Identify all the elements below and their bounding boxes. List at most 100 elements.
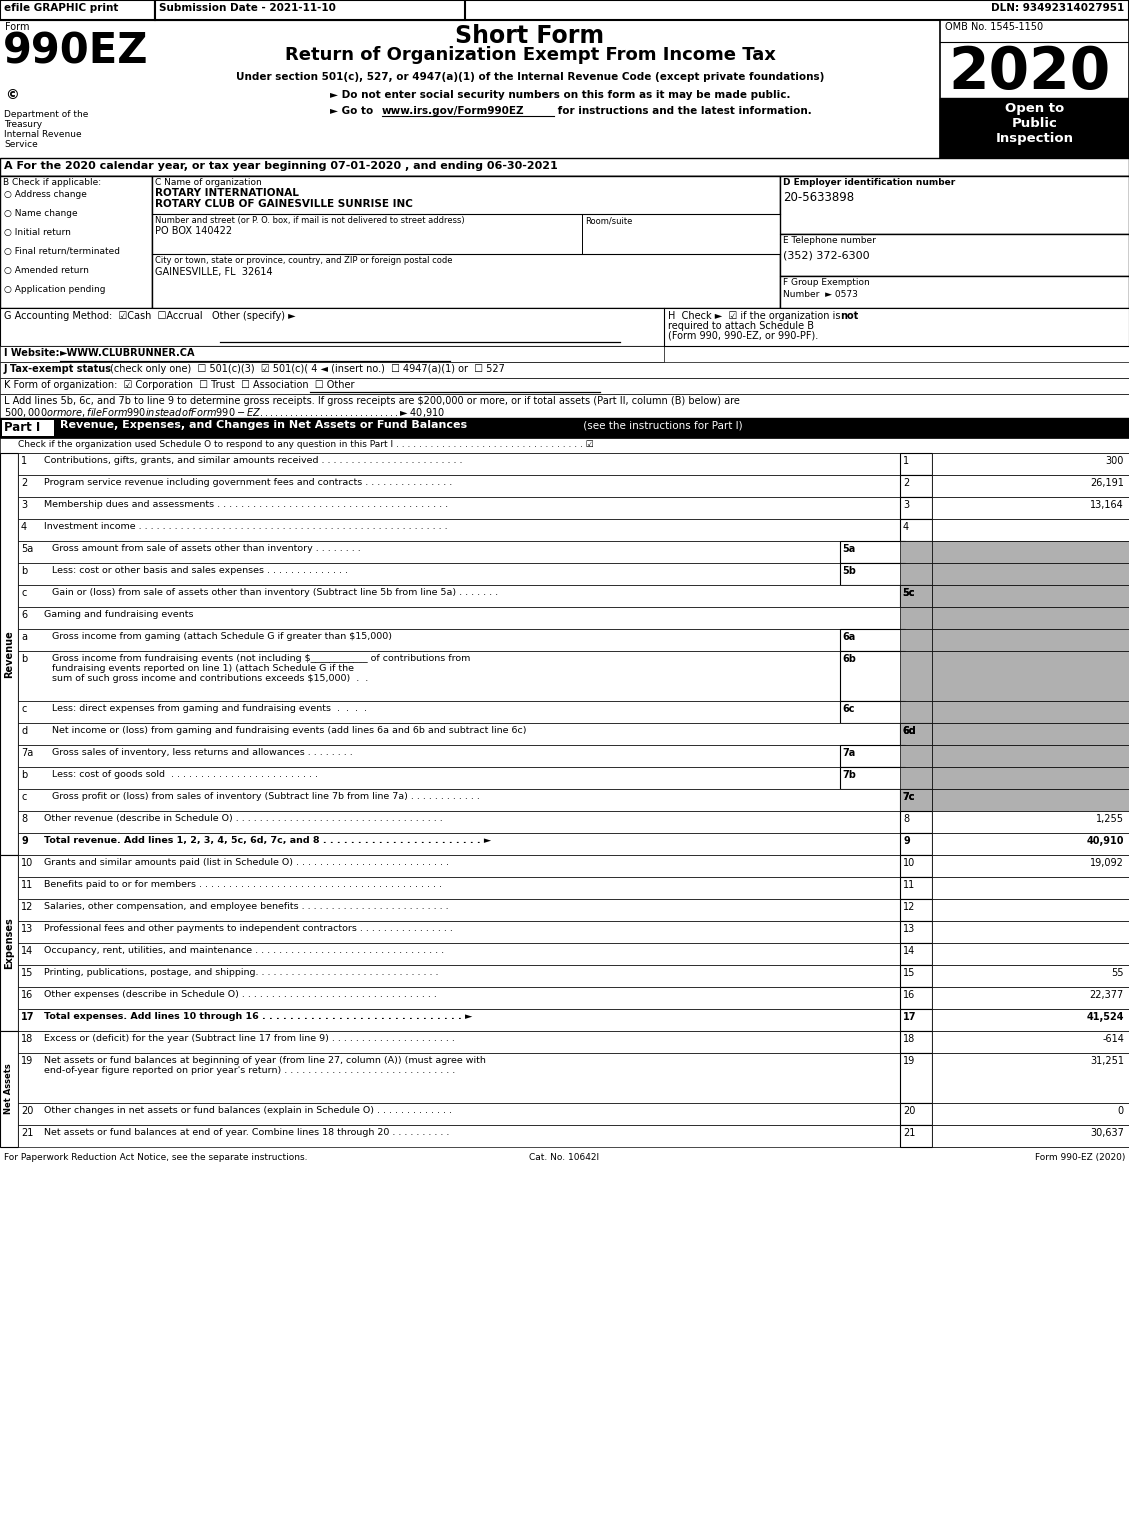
Text: Department of the: Department of the — [5, 110, 88, 119]
Bar — [900, 563, 933, 586]
Text: 21: 21 — [903, 1128, 916, 1138]
Text: Form: Form — [5, 21, 29, 32]
Text: c: c — [21, 791, 26, 802]
Bar — [940, 20, 1129, 159]
Text: G Accounting Method:  ☑Cash  ☐Accrual   Other (specify) ►: G Accounting Method: ☑Cash ☐Accrual Othe… — [5, 311, 296, 320]
Text: D Employer identification number: D Employer identification number — [784, 178, 955, 188]
Text: 19,092: 19,092 — [1091, 859, 1124, 868]
Bar — [780, 276, 1129, 308]
Text: 1,255: 1,255 — [1096, 814, 1124, 824]
Text: ○ Amended return: ○ Amended return — [5, 265, 89, 274]
Text: 7a: 7a — [21, 747, 33, 758]
Text: Occupancy, rent, utilities, and maintenance . . . . . . . . . . . . . . . . . . : Occupancy, rent, utilities, and maintena… — [44, 946, 444, 955]
Text: Benefits paid to or for members . . . . . . . . . . . . . . . . . . . . . . . . : Benefits paid to or for members . . . . … — [44, 880, 441, 889]
Text: 3: 3 — [21, 500, 27, 509]
Bar — [900, 1010, 933, 1031]
Bar — [18, 702, 1129, 723]
Bar — [18, 651, 1129, 702]
Text: Net income or (loss) from gaming and fundraising events (add lines 6a and 6b and: Net income or (loss) from gaming and fun… — [52, 726, 526, 735]
Text: ○ Application pending: ○ Application pending — [5, 285, 105, 294]
Bar — [583, 214, 780, 255]
Bar — [933, 723, 1129, 746]
Text: 41,524: 41,524 — [1086, 1013, 1124, 1022]
Bar — [18, 1052, 1129, 1103]
Text: b: b — [21, 770, 27, 779]
Bar — [900, 497, 933, 518]
Bar — [0, 393, 1129, 418]
Text: 20: 20 — [21, 1106, 34, 1116]
Bar — [900, 856, 933, 877]
Bar — [0, 0, 1129, 20]
Bar — [18, 987, 1129, 1010]
Bar — [18, 965, 1129, 987]
Bar — [933, 607, 1129, 628]
Bar — [933, 788, 1129, 811]
Text: (check only one)  ☐ 501(c)(3)  ☑ 501(c)( 4 ◄ (insert no.)  ☐ 4947(a)(1) or  ☐ 52: (check only one) ☐ 501(c)(3) ☑ 501(c)( 4… — [110, 364, 505, 374]
Text: ○ Initial return: ○ Initial return — [5, 229, 71, 236]
Bar — [0, 438, 1129, 453]
Bar — [780, 233, 1129, 276]
Text: a: a — [21, 631, 27, 642]
Text: 12: 12 — [903, 901, 916, 912]
Text: Grants and similar amounts paid (list in Schedule O) . . . . . . . . . . . . . .: Grants and similar amounts paid (list in… — [44, 859, 449, 868]
Bar — [933, 586, 1129, 607]
Text: Gross income from fundraising events (not including $____________ of contributio: Gross income from fundraising events (no… — [52, 654, 471, 663]
Text: 7c: 7c — [902, 791, 914, 802]
Bar — [900, 628, 933, 651]
Text: 11: 11 — [21, 880, 33, 891]
Text: efile GRAPHIC print: efile GRAPHIC print — [5, 3, 119, 14]
Text: c: c — [21, 589, 26, 598]
Text: 10: 10 — [903, 859, 916, 868]
Text: 6c: 6c — [842, 705, 855, 714]
Bar — [900, 921, 933, 942]
Bar — [933, 651, 1129, 702]
Bar — [933, 767, 1129, 788]
Text: 14: 14 — [21, 946, 33, 956]
Bar — [0, 308, 1129, 346]
Text: Expenses: Expenses — [5, 917, 14, 968]
Bar — [933, 921, 1129, 942]
Text: J Tax-exempt status: J Tax-exempt status — [5, 364, 112, 374]
Bar — [840, 563, 905, 586]
Text: b: b — [21, 654, 27, 663]
Text: 12: 12 — [21, 901, 34, 912]
Text: Part I: Part I — [5, 421, 41, 435]
Text: 6d: 6d — [902, 726, 916, 737]
Bar — [18, 607, 1129, 628]
Text: Salaries, other compensation, and employee benefits . . . . . . . . . . . . . . : Salaries, other compensation, and employ… — [44, 901, 448, 910]
Text: Gross income from gaming (attach Schedule G if greater than $15,000): Gross income from gaming (attach Schedul… — [52, 631, 392, 640]
Bar — [18, 746, 1129, 767]
Text: DLN: 93492314027951: DLN: 93492314027951 — [991, 3, 1124, 14]
Text: I Website:: I Website: — [5, 348, 63, 358]
Text: 3: 3 — [903, 500, 909, 509]
Bar — [900, 900, 933, 921]
Text: sum of such gross income and contributions exceeds $15,000)  .  .: sum of such gross income and contributio… — [52, 674, 368, 683]
Bar — [900, 1125, 933, 1147]
Bar — [0, 418, 1129, 438]
Text: 5c: 5c — [902, 589, 914, 598]
Bar — [0, 378, 1129, 393]
Bar — [780, 175, 1129, 233]
Text: Program service revenue including government fees and contracts . . . . . . . . : Program service revenue including govern… — [44, 477, 453, 486]
Text: fundraising events reported on line 1) (attach Schedule G if the: fundraising events reported on line 1) (… — [52, 663, 355, 673]
Text: F Group Exemption: F Group Exemption — [784, 278, 869, 287]
Text: Total revenue. Add lines 1, 2, 3, 4, 5c, 6d, 7c, and 8 . . . . . . . . . . . . .: Total revenue. Add lines 1, 2, 3, 4, 5c,… — [44, 836, 491, 845]
Bar — [900, 811, 933, 833]
Text: 11: 11 — [903, 880, 916, 891]
Text: 990EZ: 990EZ — [3, 30, 149, 72]
Bar — [18, 628, 1129, 651]
Bar — [940, 98, 1129, 159]
Bar — [0, 361, 1129, 378]
Bar — [933, 453, 1129, 474]
Text: 5b: 5b — [842, 566, 856, 576]
Text: Return of Organization Exempt From Income Tax: Return of Organization Exempt From Incom… — [285, 46, 776, 64]
Bar — [933, 723, 1129, 746]
Text: Net assets or fund balances at beginning of year (from line 27, column (A)) (mus: Net assets or fund balances at beginning… — [44, 1055, 485, 1064]
Text: Contributions, gifts, grants, and similar amounts received . . . . . . . . . . .: Contributions, gifts, grants, and simila… — [44, 456, 463, 465]
Text: Gross profit or (loss) from sales of inventory (Subtract line 7b from line 7a) .: Gross profit or (loss) from sales of inv… — [52, 791, 480, 801]
Text: Short Form: Short Form — [455, 24, 604, 47]
Text: 9: 9 — [21, 836, 28, 846]
Bar — [933, 746, 1129, 767]
Bar — [900, 586, 933, 607]
Text: 2: 2 — [903, 477, 909, 488]
